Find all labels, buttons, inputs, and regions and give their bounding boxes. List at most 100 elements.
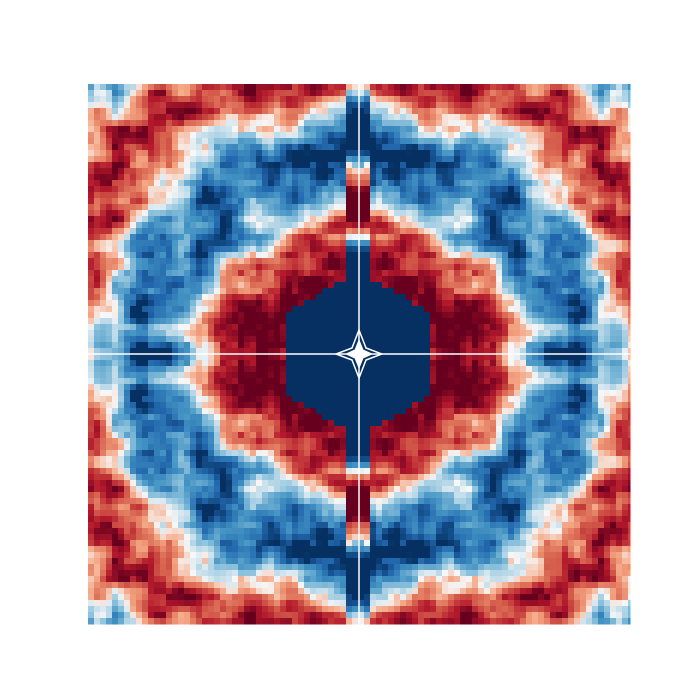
heatmap-cell: [604, 360, 611, 367]
heatmap-cell: [106, 282, 113, 289]
heatmap-cell: [172, 294, 179, 301]
heatmap-cell: [394, 114, 401, 121]
heatmap-cell: [220, 318, 227, 325]
heatmap-cell: [376, 150, 383, 157]
heatmap-cell: [574, 306, 581, 313]
heatmap-cell: [526, 246, 533, 253]
heatmap-cell: [460, 264, 467, 271]
heatmap-cell: [118, 312, 125, 319]
heatmap-cell: [280, 372, 287, 379]
heatmap-cell: [298, 234, 305, 241]
heatmap-cell: [232, 390, 239, 397]
heatmap-cell: [598, 204, 605, 211]
heatmap-cell: [160, 144, 167, 151]
heatmap-cell: [448, 114, 455, 121]
heatmap-cell: [406, 318, 413, 325]
heatmap-cell: [400, 330, 407, 337]
heatmap-cell: [526, 366, 533, 373]
heatmap-cell: [106, 162, 113, 169]
heatmap-cell: [112, 132, 119, 139]
heatmap-cell: [232, 408, 239, 415]
heatmap-cell: [214, 366, 221, 373]
heatmap-cell: [328, 222, 335, 229]
heatmap-cell: [568, 366, 575, 373]
heatmap-cell: [502, 264, 509, 271]
heatmap-cell: [406, 114, 413, 121]
heatmap-cell: [262, 234, 269, 241]
heatmap-cell: [106, 402, 113, 409]
heatmap-cell: [190, 180, 197, 187]
heatmap-cell: [112, 306, 119, 313]
heatmap-cell: [124, 408, 131, 415]
heatmap-cell: [124, 270, 131, 277]
heatmap-cell: [274, 168, 281, 175]
heatmap-cell: [322, 198, 329, 205]
heatmap-cell: [292, 132, 299, 139]
heatmap-cell: [622, 300, 629, 307]
heatmap-cell: [232, 192, 239, 199]
heatmap-cell: [202, 102, 209, 109]
heatmap-cell: [100, 96, 107, 103]
heatmap-cell: [316, 120, 323, 127]
heatmap-cell: [442, 360, 449, 367]
heatmap-cell: [190, 264, 197, 271]
heatmap-cell: [262, 384, 269, 391]
heatmap-cell: [598, 186, 605, 193]
heatmap-cell: [388, 390, 395, 397]
heatmap-cell: [358, 216, 365, 223]
heatmap-cell: [184, 252, 191, 259]
heatmap-cell: [148, 408, 155, 415]
heatmap-cell: [406, 234, 413, 241]
heatmap-cell: [226, 294, 233, 301]
heatmap-cell: [430, 210, 437, 217]
heatmap-cell: [436, 336, 443, 343]
heatmap-cell: [250, 270, 257, 277]
heatmap-cell: [418, 288, 425, 295]
heatmap-cell: [448, 288, 455, 295]
heatmap-cell: [202, 96, 209, 103]
heatmap-cell: [238, 264, 245, 271]
heatmap-cell: [610, 288, 617, 295]
heatmap-cell: [310, 168, 317, 175]
heatmap-cell: [400, 246, 407, 253]
heatmap-cell: [286, 144, 293, 151]
heatmap-cell: [514, 222, 521, 229]
heatmap-cell: [286, 180, 293, 187]
heatmap-cell: [334, 234, 341, 241]
heatmap-cell: [442, 318, 449, 325]
heatmap-cell: [280, 366, 287, 373]
heatmap-cell: [292, 360, 299, 367]
heatmap-cell: [394, 312, 401, 319]
heatmap-cell: [496, 294, 503, 301]
heatmap-cell: [412, 336, 419, 343]
heatmap-cell: [316, 234, 323, 241]
heatmap-cell: [616, 318, 623, 325]
heatmap-cell: [400, 384, 407, 391]
heatmap-cell: [460, 240, 467, 247]
heatmap-cell: [412, 240, 419, 247]
heatmap-cell: [226, 390, 233, 397]
heatmap-cell: [484, 336, 491, 343]
heatmap-cell: [406, 222, 413, 229]
heatmap-cell: [196, 366, 203, 373]
heatmap-cell: [184, 288, 191, 295]
heatmap-cell: [262, 168, 269, 175]
heatmap-cell: [490, 258, 497, 265]
heatmap-cell: [466, 192, 473, 199]
heatmap-cell: [154, 228, 161, 235]
heatmap-cell: [208, 192, 215, 199]
heatmap-cell: [160, 138, 167, 145]
heatmap-cell: [112, 372, 119, 379]
heatmap-cell: [484, 294, 491, 301]
heatmap-cell: [190, 114, 197, 121]
heatmap-cell: [316, 252, 323, 259]
heatmap-cell: [190, 324, 197, 331]
heatmap-cell: [178, 360, 185, 367]
heatmap-cell: [208, 96, 215, 103]
heatmap-cell: [418, 246, 425, 253]
heatmap-cell: [376, 192, 383, 199]
heatmap-cell: [322, 348, 329, 355]
heatmap-cell: [604, 240, 611, 247]
heatmap-cell: [298, 408, 305, 415]
heatmap-cell: [406, 288, 413, 295]
